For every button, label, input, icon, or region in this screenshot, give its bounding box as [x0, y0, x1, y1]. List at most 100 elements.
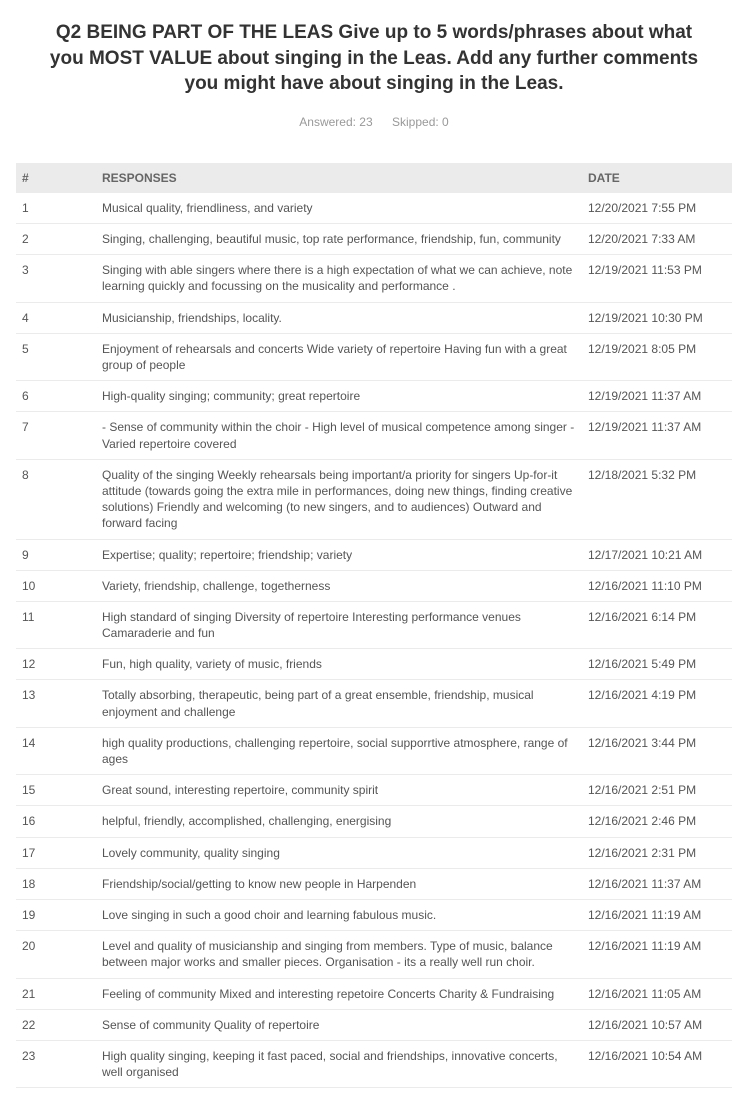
row-number: 21 [16, 978, 96, 1009]
row-number: 4 [16, 302, 96, 333]
row-number: 3 [16, 255, 96, 302]
row-response: Quality of the singing Weekly rehearsals… [96, 459, 582, 539]
responses-table: # RESPONSES DATE 1Musical quality, frien… [16, 163, 732, 1088]
row-number: 7 [16, 412, 96, 459]
row-response: Level and quality of musicianship and si… [96, 931, 582, 978]
response-meta: Answered: 23 Skipped: 0 [16, 115, 732, 129]
table-header-row: # RESPONSES DATE [16, 163, 732, 193]
row-number: 20 [16, 931, 96, 978]
row-response: Sense of community Quality of repertoire [96, 1009, 582, 1040]
row-date: 12/16/2021 11:05 AM [582, 978, 732, 1009]
row-date: 12/16/2021 2:51 PM [582, 775, 732, 806]
table-row: 2Singing, challenging, beautiful music, … [16, 224, 732, 255]
row-number: 6 [16, 381, 96, 412]
table-row: 19Love singing in such a good choir and … [16, 899, 732, 930]
row-date: 12/19/2021 10:30 PM [582, 302, 732, 333]
skipped-count: Skipped: 0 [392, 115, 449, 129]
table-row: 14high quality productions, challenging … [16, 727, 732, 774]
row-number: 9 [16, 539, 96, 570]
table-row: 6High-quality singing; community; great … [16, 381, 732, 412]
row-date: 12/19/2021 11:53 PM [582, 255, 732, 302]
table-row: 21Feeling of community Mixed and interes… [16, 978, 732, 1009]
row-response: helpful, friendly, accomplished, challen… [96, 806, 582, 837]
row-date: 12/16/2021 11:37 AM [582, 868, 732, 899]
row-date: 12/19/2021 11:37 AM [582, 381, 732, 412]
table-row: 17Lovely community, quality singing12/16… [16, 837, 732, 868]
row-number: 12 [16, 649, 96, 680]
question-title: Q2 BEING PART OF THE LEAS Give up to 5 w… [46, 20, 702, 97]
row-date: 12/18/2021 5:32 PM [582, 459, 732, 539]
row-number: 8 [16, 459, 96, 539]
answered-count: Answered: 23 [299, 115, 372, 129]
table-row: 12Fun, high quality, variety of music, f… [16, 649, 732, 680]
row-response: Fun, high quality, variety of music, fri… [96, 649, 582, 680]
table-row: 8Quality of the singing Weekly rehearsal… [16, 459, 732, 539]
row-number: 2 [16, 224, 96, 255]
table-row: 18Friendship/social/getting to know new … [16, 868, 732, 899]
row-date: 12/16/2021 10:57 AM [582, 1009, 732, 1040]
row-response: Variety, friendship, challenge, together… [96, 570, 582, 601]
col-header-date: DATE [582, 163, 732, 193]
row-date: 12/16/2021 6:14 PM [582, 601, 732, 648]
row-number: 11 [16, 601, 96, 648]
table-row: 15Great sound, interesting repertoire, c… [16, 775, 732, 806]
table-row: 4Musicianship, friendships, locality.12/… [16, 302, 732, 333]
row-response: high quality productions, challenging re… [96, 727, 582, 774]
row-number: 1 [16, 193, 96, 224]
row-response: Singing with able singers where there is… [96, 255, 582, 302]
row-number: 13 [16, 680, 96, 727]
table-row: 10Variety, friendship, challenge, togeth… [16, 570, 732, 601]
row-response: Totally absorbing, therapeutic, being pa… [96, 680, 582, 727]
row-date: 12/16/2021 2:31 PM [582, 837, 732, 868]
row-date: 12/20/2021 7:33 AM [582, 224, 732, 255]
row-number: 15 [16, 775, 96, 806]
row-response: Feeling of community Mixed and interesti… [96, 978, 582, 1009]
row-date: 12/16/2021 5:49 PM [582, 649, 732, 680]
row-number: 22 [16, 1009, 96, 1040]
row-response: Expertise; quality; repertoire; friendsh… [96, 539, 582, 570]
row-response: Lovely community, quality singing [96, 837, 582, 868]
row-number: 16 [16, 806, 96, 837]
row-response: High standard of singing Diversity of re… [96, 601, 582, 648]
row-response: High-quality singing; community; great r… [96, 381, 582, 412]
row-response: High quality singing, keeping it fast pa… [96, 1040, 582, 1087]
row-number: 10 [16, 570, 96, 601]
col-header-responses: RESPONSES [96, 163, 582, 193]
row-date: 12/16/2021 4:19 PM [582, 680, 732, 727]
table-row: 7- Sense of community within the choir -… [16, 412, 732, 459]
col-header-number: # [16, 163, 96, 193]
table-row: 11High standard of singing Diversity of … [16, 601, 732, 648]
row-number: 18 [16, 868, 96, 899]
table-row: 1Musical quality, friendliness, and vari… [16, 193, 732, 224]
table-row: 5Enjoyment of rehearsals and concerts Wi… [16, 333, 732, 380]
row-response: Love singing in such a good choir and le… [96, 899, 582, 930]
row-number: 17 [16, 837, 96, 868]
row-date: 12/16/2021 3:44 PM [582, 727, 732, 774]
table-row: 9Expertise; quality; repertoire; friends… [16, 539, 732, 570]
row-date: 12/20/2021 7:55 PM [582, 193, 732, 224]
row-date: 12/16/2021 11:19 AM [582, 899, 732, 930]
row-number: 5 [16, 333, 96, 380]
row-response: Musical quality, friendliness, and varie… [96, 193, 582, 224]
row-number: 14 [16, 727, 96, 774]
row-date: 12/16/2021 11:10 PM [582, 570, 732, 601]
table-row: 23High quality singing, keeping it fast … [16, 1040, 732, 1087]
row-response: Friendship/social/getting to know new pe… [96, 868, 582, 899]
row-date: 12/19/2021 11:37 AM [582, 412, 732, 459]
row-date: 12/17/2021 10:21 AM [582, 539, 732, 570]
row-response: Enjoyment of rehearsals and concerts Wid… [96, 333, 582, 380]
table-row: 16helpful, friendly, accomplished, chall… [16, 806, 732, 837]
row-response: Great sound, interesting repertoire, com… [96, 775, 582, 806]
row-response: Singing, challenging, beautiful music, t… [96, 224, 582, 255]
row-response: Musicianship, friendships, locality. [96, 302, 582, 333]
row-date: 12/16/2021 10:54 AM [582, 1040, 732, 1087]
table-row: 3Singing with able singers where there i… [16, 255, 732, 302]
row-date: 12/16/2021 11:19 AM [582, 931, 732, 978]
table-row: 13Totally absorbing, therapeutic, being … [16, 680, 732, 727]
row-number: 23 [16, 1040, 96, 1087]
row-date: 12/16/2021 2:46 PM [582, 806, 732, 837]
row-response: - Sense of community within the choir - … [96, 412, 582, 459]
row-number: 19 [16, 899, 96, 930]
row-date: 12/19/2021 8:05 PM [582, 333, 732, 380]
table-row: 20Level and quality of musicianship and … [16, 931, 732, 978]
